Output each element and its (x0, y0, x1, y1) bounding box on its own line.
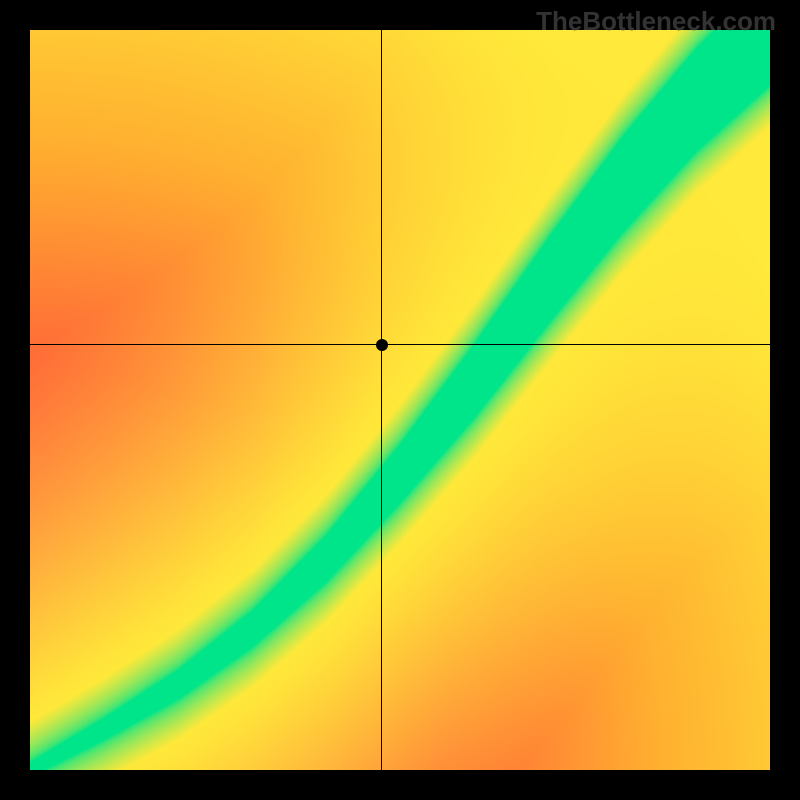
watermark-text: TheBottleneck.com (536, 6, 776, 37)
data-point-marker (376, 339, 388, 351)
crosshair-horizontal (30, 344, 770, 346)
crosshair-vertical (381, 30, 383, 770)
plot-area (30, 30, 770, 770)
heatmap-canvas (30, 30, 770, 770)
